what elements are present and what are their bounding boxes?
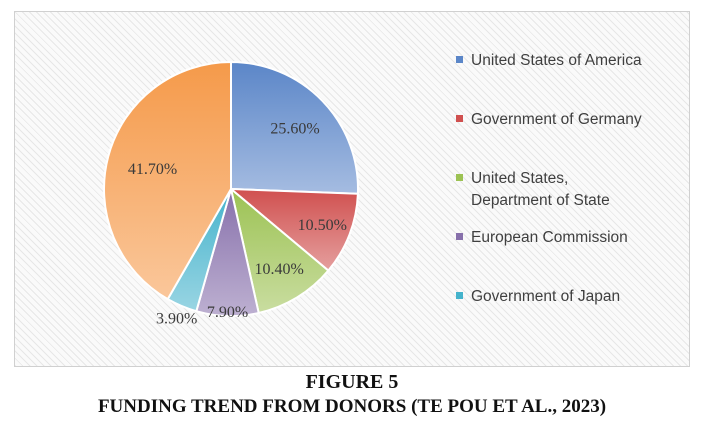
legend-label-eu: European Commission (471, 229, 628, 246)
data-label-japan: 3.90% (156, 311, 197, 328)
data-label-germany: 10.50% (298, 217, 347, 234)
legend-swatch-eu (456, 233, 463, 240)
data-label-eu: 7.90% (207, 304, 248, 321)
legend-label-usa: United States of America (471, 52, 642, 69)
figure-title: FUNDING TREND FROM DONORS (TE POU ET AL.… (97, 396, 607, 417)
figure-caption: FIGURE 5 FUNDING TREND FROM DONORS (TE P… (0, 370, 704, 420)
legend-item-eu: European Commission (456, 227, 671, 249)
legend-item-us-state: United States, Department of State (456, 168, 671, 212)
data-label-other: 41.70% (128, 161, 177, 178)
pie-slice-us-state (229, 186, 330, 315)
figure-number: FIGURE 5 (305, 371, 399, 393)
legend-item-germany: Government of Germany (456, 109, 671, 131)
data-label-us-state: 10.40% (255, 261, 304, 278)
pie-slice-other (103, 60, 232, 301)
pie-slice-usa (230, 60, 359, 195)
legend-swatch-germany (456, 115, 463, 122)
legend-label-japan: Government of Japan (471, 288, 621, 305)
legend-label-us-state: United States, Department of State (471, 170, 610, 209)
pie-chart: 25.60% 10.50% 10.40% 7.90% 3.90% 41.70% (103, 60, 359, 328)
legend-item-usa: United States of America (456, 50, 671, 72)
legend-swatch-us-state (456, 174, 463, 181)
legend-swatch-japan (456, 292, 463, 299)
legend-swatch-usa (456, 56, 463, 63)
data-label-usa: 25.60% (270, 120, 319, 137)
legend-item-japan: Government of Japan (456, 286, 671, 308)
legend-label-germany: Government of Germany (471, 111, 642, 128)
pie-slice-germany (228, 187, 359, 272)
